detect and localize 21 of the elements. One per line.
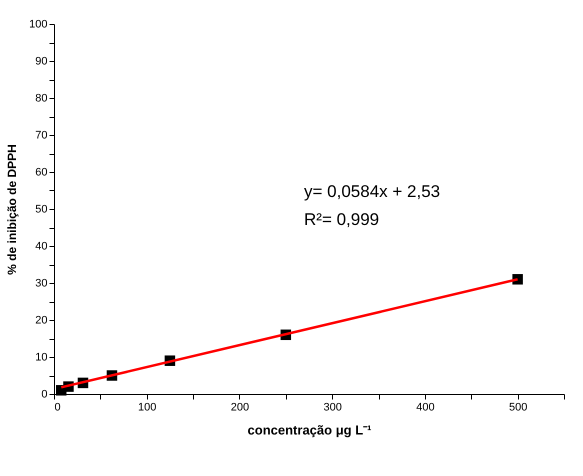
y-axis-title: % de inibição de DPPH [5,144,20,275]
x-axis-title: concentração μg L⁻¹ [248,422,372,438]
y-tick-label: 80 [35,92,48,104]
y-tick-label: 20 [35,314,48,326]
x-tick-label: 100 [138,402,156,414]
x-tick-label: 200 [230,402,250,414]
annotation: R²= 0,999 [304,210,380,229]
y-tick-label: 40 [35,240,48,252]
x-tick-label: 500 [508,402,528,414]
x-tick-label: 300 [324,402,342,414]
y-tick-label: 30 [35,278,48,290]
y-tick-label: 0 [41,388,48,400]
x-tick-label: 0 [54,402,61,414]
x-tick-label: 400 [416,402,435,414]
y-tick-label: 70 [35,130,48,142]
y-tick-label: 10 [35,352,48,364]
y-tick-label: 90 [35,56,48,68]
y-tick-label: 60 [35,166,48,178]
y-tick-label: 100 [29,18,48,30]
annotation: y= 0,0584x + 2,53 [304,182,440,201]
y-tick-label: 50 [35,204,48,216]
